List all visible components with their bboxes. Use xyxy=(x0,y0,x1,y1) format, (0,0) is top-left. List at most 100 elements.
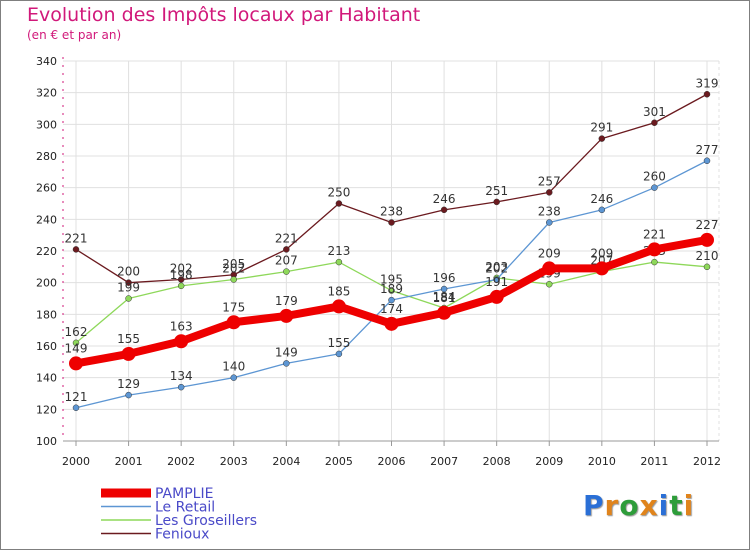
x-tick-label-2001: 2001 xyxy=(115,455,143,468)
point-pamplie-2005 xyxy=(331,299,346,314)
data-label-le-retail-2001: 129 xyxy=(117,377,140,391)
y-tick-label-160: 160 xyxy=(36,340,57,353)
y-tick-label-320: 320 xyxy=(36,87,57,100)
point-le-retail-2000 xyxy=(72,404,80,411)
data-label-pamplie-2006: 174 xyxy=(380,302,403,316)
point-les-groseillers-2011 xyxy=(651,258,658,266)
point-les-groseillers-2000 xyxy=(72,339,80,347)
x-tick-label-2012: 2012 xyxy=(693,455,721,468)
y-tick-label-300: 300 xyxy=(36,118,57,131)
point-pamplie-2006 xyxy=(384,316,399,331)
point-pamplie-2011 xyxy=(647,242,662,257)
point-fenioux-2011 xyxy=(651,119,658,126)
x-tick-label-2009: 2009 xyxy=(535,455,563,468)
data-label-pamplie-2011: 221 xyxy=(643,227,666,241)
x-tick-label-2005: 2005 xyxy=(325,455,353,468)
point-pamplie-2000 xyxy=(69,356,83,371)
data-label-fenioux-2005: 250 xyxy=(327,186,350,200)
legend-label-le-retail: Le Retail xyxy=(155,500,215,516)
data-label-pamplie-2004: 179 xyxy=(275,294,298,308)
data-label-les-groseillers-2006: 195 xyxy=(380,273,403,287)
y-tick-label-100: 100 xyxy=(36,435,57,448)
point-pamplie-2008 xyxy=(489,289,504,304)
x-tick-label-2002: 2002 xyxy=(167,455,195,468)
logo-letter: o xyxy=(619,489,640,522)
data-label-pamplie-2009: 209 xyxy=(538,246,561,260)
point-fenioux-2010 xyxy=(598,135,606,142)
data-label-les-groseillers-2007: 184 xyxy=(433,290,456,304)
point-pamplie-2012 xyxy=(700,232,714,247)
point-fenioux-2008 xyxy=(493,198,500,206)
data-label-le-retail-2008: 202 xyxy=(485,262,508,276)
y-tick-label-140: 140 xyxy=(36,372,57,385)
data-label-pamplie-2008: 191 xyxy=(485,275,508,289)
data-label-pamplie-2005: 185 xyxy=(327,284,350,298)
proxiti-logo: Proxiti xyxy=(583,489,694,522)
x-tick-label-2004: 2004 xyxy=(272,455,300,468)
point-pamplie-2003 xyxy=(226,315,241,330)
point-les-groseillers-2005 xyxy=(335,258,343,266)
y-tick-label-120: 120 xyxy=(36,403,57,416)
data-label-pamplie-2012: 227 xyxy=(696,218,719,232)
point-fenioux-2005 xyxy=(335,200,343,207)
data-label-fenioux-2000: 221 xyxy=(65,231,88,245)
data-label-le-retail-2002: 134 xyxy=(170,369,193,383)
point-le-retail-2012 xyxy=(703,157,711,164)
x-tick-label-2000: 2000 xyxy=(62,455,90,468)
data-label-les-groseillers-2004: 207 xyxy=(275,254,298,268)
point-le-retail-2003 xyxy=(230,374,237,381)
data-label-pamplie-2002: 163 xyxy=(170,319,193,333)
point-le-retail-2006 xyxy=(388,296,395,304)
y-tick-label-280: 280 xyxy=(36,150,57,163)
point-le-retail-2002 xyxy=(177,383,185,391)
data-label-les-groseillers-2002: 198 xyxy=(170,268,193,282)
data-label-pamplie-2007: 181 xyxy=(433,291,456,305)
data-label-le-retail-2004: 149 xyxy=(275,345,298,359)
point-fenioux-2001 xyxy=(125,279,132,286)
logo-letter: P xyxy=(583,489,605,522)
y-tick-label-200: 200 xyxy=(36,277,57,290)
x-tick-label-2008: 2008 xyxy=(483,455,511,468)
point-pamplie-2009 xyxy=(542,261,557,276)
point-fenioux-2004 xyxy=(283,246,290,253)
data-label-les-groseillers-2003: 202 xyxy=(222,262,245,276)
data-label-le-retail-2011: 260 xyxy=(643,170,666,184)
data-label-fenioux-2006: 238 xyxy=(380,205,403,219)
data-label-fenioux-2002: 202 xyxy=(170,262,193,276)
logo-letter: x xyxy=(639,489,659,522)
data-label-pamplie-2003: 175 xyxy=(222,300,245,314)
point-pamplie-2010 xyxy=(594,261,609,276)
point-le-retail-2011 xyxy=(651,184,658,191)
data-label-les-groseillers-2000: 162 xyxy=(65,325,88,339)
data-label-le-retail-2009: 238 xyxy=(538,205,561,219)
point-fenioux-2000 xyxy=(72,246,80,253)
point-pamplie-2004 xyxy=(279,308,294,323)
y-tick-label-240: 240 xyxy=(36,213,57,226)
legend-label-fenioux: Fenioux xyxy=(155,527,209,543)
x-tick-label-2010: 2010 xyxy=(588,455,616,468)
data-label-le-retail-2000: 121 xyxy=(65,390,88,404)
point-les-groseillers-2004 xyxy=(283,268,290,275)
data-label-fenioux-2004: 221 xyxy=(275,231,298,245)
data-label-fenioux-2012: 319 xyxy=(696,76,719,90)
data-label-fenioux-2011: 301 xyxy=(643,105,666,119)
point-les-groseillers-2009 xyxy=(546,281,553,288)
y-tick-label-340: 340 xyxy=(36,55,57,68)
logo-letter: i xyxy=(658,489,670,522)
point-le-retail-2008 xyxy=(493,276,500,283)
data-label-le-retail-2003: 140 xyxy=(222,360,245,374)
point-fenioux-2012 xyxy=(703,91,711,98)
data-label-fenioux-2001: 200 xyxy=(117,265,140,279)
y-tick-label-220: 220 xyxy=(36,245,57,258)
point-fenioux-2007 xyxy=(440,206,448,214)
point-les-groseillers-2003 xyxy=(230,276,237,283)
point-les-groseillers-2012 xyxy=(703,263,711,271)
point-fenioux-2002 xyxy=(177,276,185,283)
data-label-pamplie-2010: 209 xyxy=(590,246,613,260)
x-tick-label-2007: 2007 xyxy=(430,455,458,468)
data-label-les-groseillers-2008: 203 xyxy=(485,260,508,274)
data-label-le-retail-2012: 277 xyxy=(696,143,719,157)
data-label-le-retail-2010: 246 xyxy=(590,192,613,206)
data-label-le-retail-2005: 155 xyxy=(327,336,350,350)
